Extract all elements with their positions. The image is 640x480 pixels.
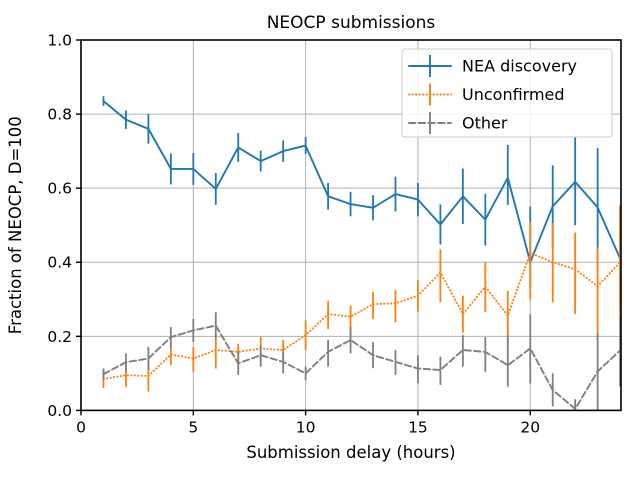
- y-tick-label: 1.0: [47, 32, 72, 50]
- legend-entry-unconfirmed: Unconfirmed: [408, 83, 565, 106]
- dataline-other: [102, 324, 622, 410]
- dataline-unconfirmed: [102, 252, 622, 380]
- x-tick-label: 0: [76, 418, 86, 436]
- plot-area: [102, 96, 622, 411]
- legend-label-nea-discovery: NEA discovery: [462, 57, 577, 76]
- tick-labels: 0 5 10 15 20 0.0 0.2 0.4 0.6 0.8 1.0: [47, 32, 540, 437]
- x-axis-label: Submission delay (hours): [246, 443, 455, 462]
- legend: NEA discovery Unconfirmed Other: [401, 48, 613, 138]
- legend-box: [401, 48, 613, 138]
- x-tick-label: 20: [520, 418, 540, 436]
- tick-marks: [76, 39, 531, 416]
- x-tick-label: 15: [408, 418, 428, 436]
- y-tick-label: 0.6: [47, 180, 72, 198]
- x-tick-label: 5: [188, 418, 198, 436]
- dataline-nea-discovery: [102, 100, 622, 264]
- chart-title: NEOCP submissions: [267, 13, 436, 33]
- series-other: [102, 312, 622, 411]
- x-tick-label: 10: [296, 418, 316, 436]
- legend-entry-nea-discovery: NEA discovery: [408, 55, 577, 77]
- legend-entry-other: Other: [408, 112, 508, 134]
- y-tick-label: 0.8: [47, 106, 72, 124]
- legend-label-unconfirmed: Unconfirmed: [462, 85, 565, 104]
- axes-spines: [80, 39, 622, 412]
- legend-label-other: Other: [462, 114, 508, 133]
- y-tick-label: 0.4: [47, 254, 72, 272]
- y-tick-label: 0.2: [47, 328, 72, 346]
- y-tick-label: 0.0: [47, 402, 72, 420]
- y-axis-label: Fraction of NEOCP, D=100: [6, 116, 25, 334]
